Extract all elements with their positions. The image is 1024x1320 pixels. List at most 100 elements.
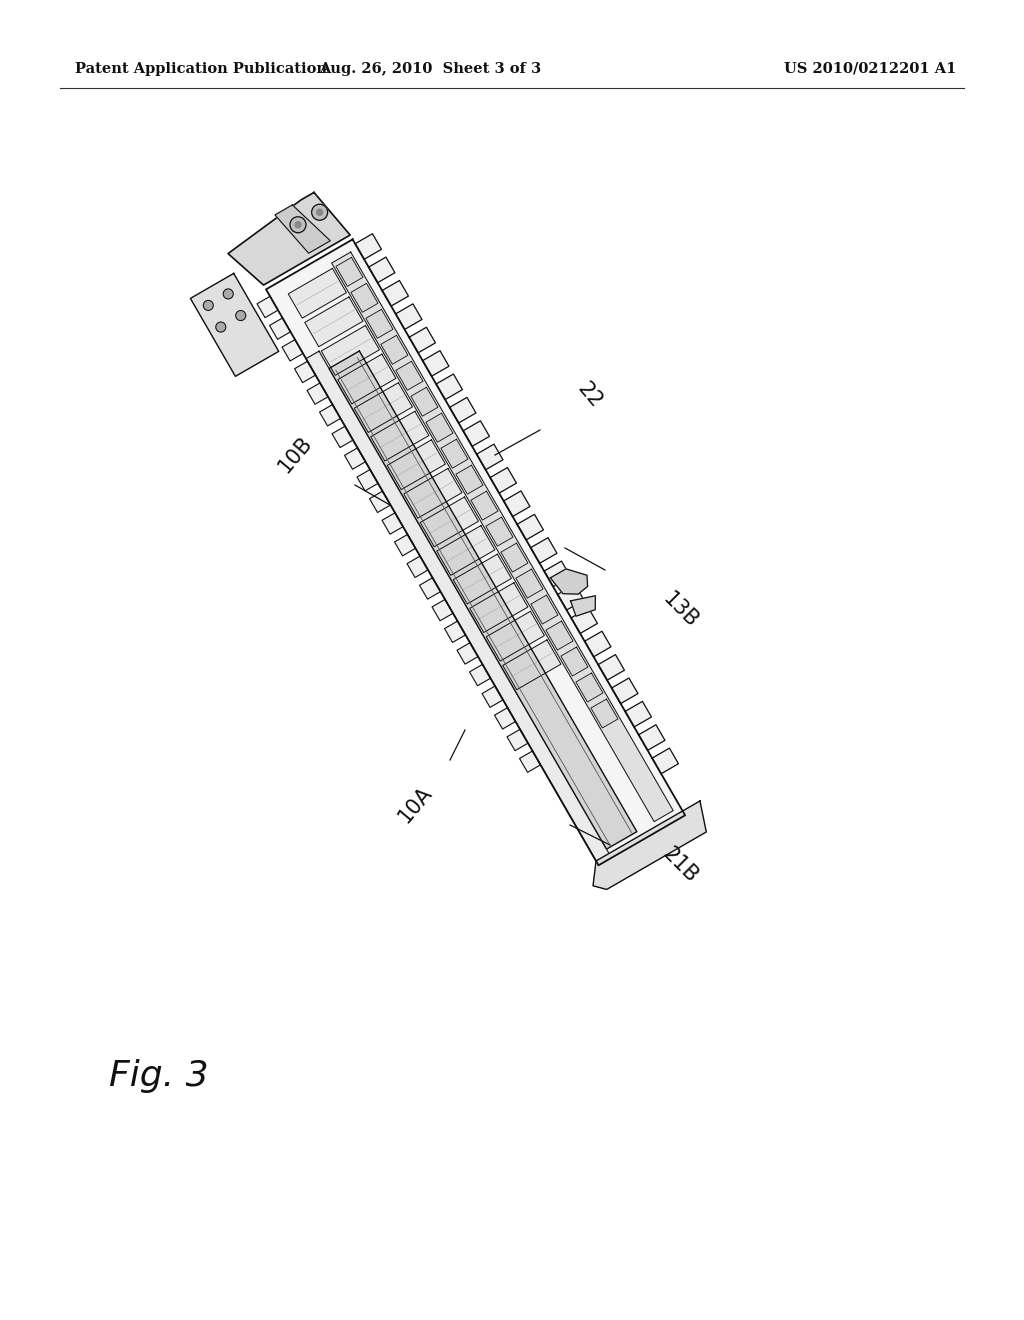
Polygon shape bbox=[329, 351, 637, 849]
Polygon shape bbox=[395, 304, 422, 330]
Polygon shape bbox=[593, 801, 707, 890]
Polygon shape bbox=[436, 374, 463, 400]
Polygon shape bbox=[387, 440, 445, 490]
Polygon shape bbox=[190, 273, 279, 376]
Polygon shape bbox=[530, 537, 557, 564]
Text: US 2010/0212201 A1: US 2010/0212201 A1 bbox=[783, 62, 956, 77]
Polygon shape bbox=[282, 339, 303, 360]
Polygon shape bbox=[322, 326, 380, 375]
Polygon shape bbox=[519, 751, 541, 772]
Polygon shape bbox=[366, 309, 393, 338]
Polygon shape bbox=[426, 413, 453, 442]
Polygon shape bbox=[485, 517, 513, 546]
Polygon shape bbox=[307, 383, 328, 404]
Polygon shape bbox=[591, 700, 617, 727]
Circle shape bbox=[290, 216, 306, 232]
Polygon shape bbox=[437, 525, 495, 576]
Polygon shape bbox=[546, 622, 573, 649]
Polygon shape bbox=[319, 404, 341, 426]
Polygon shape bbox=[530, 595, 558, 624]
Polygon shape bbox=[410, 327, 435, 352]
Polygon shape bbox=[550, 569, 588, 594]
Polygon shape bbox=[420, 498, 478, 546]
Polygon shape bbox=[369, 257, 395, 282]
Polygon shape bbox=[544, 561, 570, 586]
Polygon shape bbox=[625, 701, 651, 727]
Circle shape bbox=[216, 322, 226, 333]
Polygon shape bbox=[501, 543, 528, 572]
Polygon shape bbox=[403, 469, 462, 519]
Polygon shape bbox=[420, 578, 440, 599]
Polygon shape bbox=[351, 284, 378, 313]
Polygon shape bbox=[354, 383, 413, 433]
Text: 10B: 10B bbox=[274, 433, 315, 477]
Circle shape bbox=[204, 301, 213, 310]
Polygon shape bbox=[575, 673, 603, 702]
Text: Patent Application Publication: Patent Application Publication bbox=[75, 62, 327, 77]
Polygon shape bbox=[482, 686, 503, 708]
Polygon shape bbox=[611, 678, 638, 704]
Polygon shape bbox=[471, 491, 498, 520]
Polygon shape bbox=[336, 257, 362, 286]
Polygon shape bbox=[275, 205, 331, 253]
Polygon shape bbox=[463, 421, 489, 446]
Polygon shape bbox=[507, 730, 528, 751]
Polygon shape bbox=[228, 193, 350, 285]
Polygon shape bbox=[370, 491, 390, 512]
Polygon shape bbox=[295, 362, 315, 383]
Polygon shape bbox=[266, 239, 685, 866]
Polygon shape bbox=[454, 554, 511, 605]
Polygon shape bbox=[444, 622, 466, 643]
Polygon shape bbox=[394, 535, 416, 556]
Text: 13B: 13B bbox=[658, 589, 701, 631]
Circle shape bbox=[223, 289, 233, 298]
Polygon shape bbox=[305, 297, 362, 347]
Text: Fig. 3: Fig. 3 bbox=[109, 1059, 209, 1093]
Polygon shape bbox=[652, 748, 679, 774]
Polygon shape bbox=[570, 595, 595, 616]
Polygon shape bbox=[558, 585, 584, 610]
Polygon shape bbox=[396, 362, 423, 391]
Polygon shape bbox=[306, 351, 611, 866]
Polygon shape bbox=[456, 465, 483, 494]
Polygon shape bbox=[382, 280, 409, 306]
Polygon shape bbox=[486, 611, 545, 661]
Polygon shape bbox=[503, 640, 561, 689]
Polygon shape bbox=[517, 515, 544, 540]
Polygon shape bbox=[288, 268, 346, 318]
Polygon shape bbox=[344, 447, 366, 469]
Polygon shape bbox=[470, 664, 490, 685]
Circle shape bbox=[295, 222, 301, 228]
Circle shape bbox=[236, 310, 246, 321]
Polygon shape bbox=[516, 569, 543, 598]
Polygon shape bbox=[411, 387, 438, 416]
Polygon shape bbox=[598, 655, 625, 680]
Polygon shape bbox=[441, 440, 468, 469]
Polygon shape bbox=[269, 318, 291, 339]
Polygon shape bbox=[571, 607, 597, 634]
Polygon shape bbox=[432, 599, 453, 620]
Polygon shape bbox=[476, 444, 503, 470]
Text: Aug. 26, 2010  Sheet 3 of 3: Aug. 26, 2010 Sheet 3 of 3 bbox=[318, 62, 541, 77]
Circle shape bbox=[316, 210, 323, 215]
Polygon shape bbox=[332, 252, 673, 821]
Polygon shape bbox=[407, 556, 428, 577]
Polygon shape bbox=[357, 470, 378, 491]
Polygon shape bbox=[561, 647, 588, 676]
Polygon shape bbox=[585, 631, 611, 657]
Polygon shape bbox=[338, 354, 396, 404]
Circle shape bbox=[311, 205, 328, 220]
Text: 21B: 21B bbox=[658, 843, 701, 887]
Polygon shape bbox=[257, 296, 279, 318]
Polygon shape bbox=[332, 426, 353, 447]
Polygon shape bbox=[381, 335, 408, 364]
Polygon shape bbox=[457, 643, 478, 664]
Polygon shape bbox=[490, 467, 516, 494]
Polygon shape bbox=[470, 582, 528, 632]
Text: 22: 22 bbox=[573, 379, 606, 412]
Polygon shape bbox=[495, 708, 515, 729]
Polygon shape bbox=[382, 513, 403, 535]
Text: 10A: 10A bbox=[394, 783, 436, 828]
Polygon shape bbox=[355, 234, 382, 259]
Polygon shape bbox=[450, 397, 476, 422]
